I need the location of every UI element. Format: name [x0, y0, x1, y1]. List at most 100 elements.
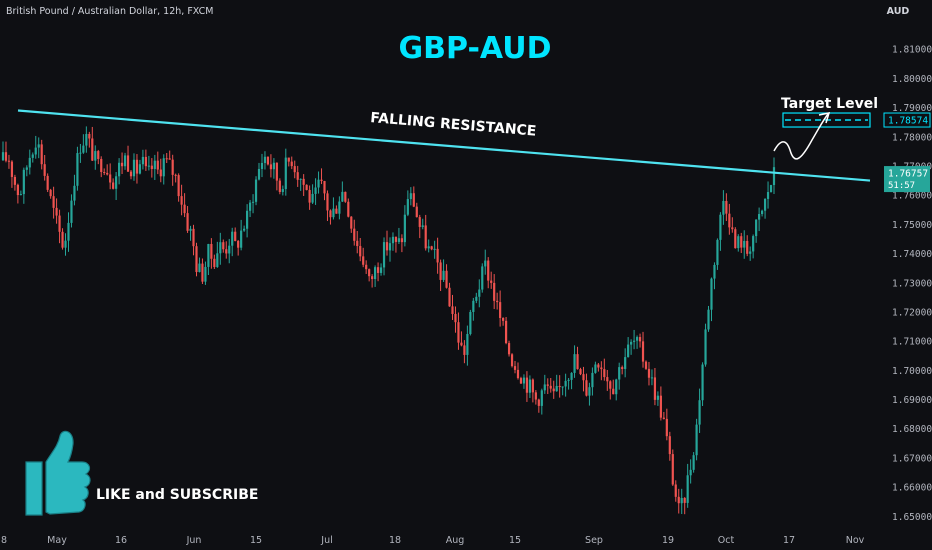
candle-body	[674, 484, 677, 497]
candle-body	[293, 166, 296, 173]
candle-body	[347, 201, 350, 217]
candle-body	[79, 152, 82, 154]
candle-body	[388, 243, 392, 251]
candle-body	[61, 231, 64, 248]
candle-body	[323, 181, 326, 194]
candle-body	[772, 167, 776, 186]
candle-body	[28, 157, 31, 168]
candle-body	[275, 162, 278, 181]
current-price-text: 1.76757	[888, 169, 928, 180]
thumbs-up-icon[interactable]	[25, 430, 91, 516]
candle-body	[427, 246, 430, 249]
candle-body	[85, 133, 88, 146]
falling-resistance-line[interactable]	[17, 109, 871, 182]
candle-body	[713, 264, 716, 279]
candle-body	[746, 240, 749, 254]
candle-body	[64, 240, 67, 248]
candle-body	[397, 238, 401, 242]
candle-body	[153, 160, 156, 169]
candle-body	[180, 196, 183, 205]
candle-body	[448, 287, 451, 307]
candle-body	[546, 384, 549, 386]
candle-body	[314, 187, 317, 194]
candle-body	[150, 165, 153, 169]
candle-body	[716, 239, 719, 265]
candle-body	[510, 354, 514, 367]
candle-body	[219, 242, 222, 254]
candle-body	[418, 217, 421, 227]
candle-body	[525, 377, 529, 393]
candle-body	[1, 152, 5, 161]
candle-body	[543, 384, 546, 391]
candle-body	[457, 322, 460, 343]
candle-body	[549, 385, 552, 389]
symbol-info[interactable]: British Pound / Australian Dollar, 12h, …	[6, 6, 213, 17]
candle-body	[558, 385, 561, 387]
candle-body	[478, 289, 481, 297]
candle-body	[177, 175, 180, 197]
candle-body	[126, 155, 130, 172]
time-axis[interactable]: 8 May 16 Jun 15 Jul 18 Aug 15 Sep 19 Oct 17 Nov	[1, 535, 865, 546]
candle-body	[650, 377, 654, 379]
price-tick: 1.79000	[892, 103, 932, 114]
bar-countdown: 51:57	[888, 181, 915, 191]
candle-body	[573, 354, 576, 373]
candle-body	[332, 208, 335, 218]
candle-body	[171, 159, 174, 175]
candle-body	[344, 191, 347, 202]
candle-body	[460, 342, 463, 346]
candle-body	[263, 156, 267, 163]
candle-body	[266, 156, 270, 165]
candle-body	[240, 230, 243, 248]
candle-body	[585, 380, 588, 396]
candle-body	[335, 208, 338, 214]
candle-body	[141, 156, 145, 165]
candle-body	[507, 343, 511, 355]
price-tick: 1.74000	[892, 249, 932, 260]
candle-body	[135, 159, 139, 174]
candle-body	[519, 378, 523, 384]
candle-body	[454, 313, 457, 323]
price-tick: 1.75000	[892, 220, 932, 231]
candle-body	[567, 379, 570, 381]
candle-body	[537, 399, 540, 406]
candle-body	[641, 341, 645, 362]
price-tick: 1.66000	[892, 483, 932, 494]
candle-body	[16, 184, 19, 196]
candle-body	[365, 264, 368, 270]
candle-body	[555, 385, 558, 392]
candle-body	[269, 164, 273, 170]
candle-body	[749, 251, 752, 254]
price-tick: 1.81000	[892, 45, 932, 56]
candle-body	[338, 201, 341, 214]
candle-body	[204, 266, 207, 282]
candle-body	[406, 199, 409, 215]
candle-body	[576, 354, 579, 370]
candle-body	[665, 418, 668, 437]
projection-arrowhead	[818, 112, 831, 124]
candle-body	[115, 176, 118, 189]
candle-body	[272, 162, 275, 170]
candle-body	[627, 344, 630, 358]
candle-body	[758, 214, 761, 220]
candle-body	[570, 372, 573, 380]
candle-body	[299, 178, 302, 180]
candle-body	[531, 379, 534, 393]
candle-body	[728, 213, 731, 228]
projection-arrow	[773, 113, 829, 160]
candle-body	[621, 367, 624, 369]
candle-body	[695, 424, 698, 456]
candle-body	[353, 228, 356, 241]
candle-body	[600, 367, 603, 370]
candle-body	[421, 225, 424, 227]
candle-body	[719, 214, 722, 240]
like-and-subscribe-text[interactable]: LIKE and SUBSCRIBE	[96, 487, 258, 503]
candle-body	[522, 377, 526, 384]
candle-body	[740, 236, 743, 248]
candle-body	[4, 152, 8, 161]
candle-body	[94, 151, 97, 161]
candle-body	[302, 178, 305, 185]
candle-body	[412, 193, 415, 207]
candle-body	[290, 161, 293, 167]
candle-body	[58, 215, 61, 232]
